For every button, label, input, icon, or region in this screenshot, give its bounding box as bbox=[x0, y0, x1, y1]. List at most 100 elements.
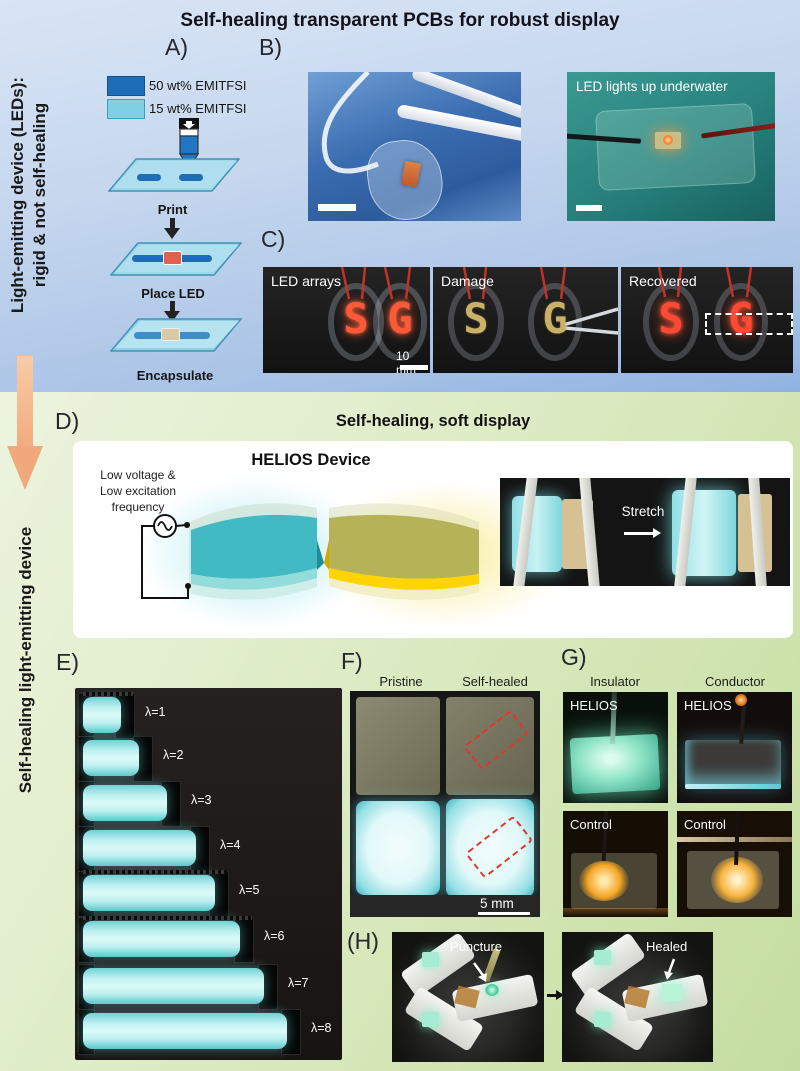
photo-caption: LED arrays bbox=[271, 273, 342, 289]
stretch-label: Stretch bbox=[621, 504, 665, 519]
panel-f-label: F) bbox=[341, 648, 363, 674]
legend-label-15wt: 15 wt% EMITFSI bbox=[149, 101, 247, 116]
legend-label-50wt: 50 wt% EMITFSI bbox=[149, 78, 247, 93]
panel-b-label: B) bbox=[259, 34, 282, 60]
pointer-arrow-icon bbox=[472, 962, 487, 982]
serration bbox=[83, 692, 133, 696]
healed-el-pixel bbox=[662, 984, 682, 1001]
scale-strip bbox=[350, 895, 540, 917]
photo-pristine-vs-healed: 5 mm bbox=[350, 691, 540, 917]
ac-source-circuit bbox=[141, 514, 191, 599]
photo-stretch-demo: Stretch bbox=[500, 478, 790, 586]
legend-swatch-15wt bbox=[107, 99, 145, 119]
transition-arrow-head bbox=[7, 446, 43, 490]
cell-label: Control bbox=[684, 817, 726, 832]
puncture-caption: Puncture bbox=[450, 939, 503, 954]
led-glow bbox=[663, 135, 673, 145]
stretch-sample-row: λ=7 bbox=[78, 964, 336, 1010]
step-encapsulate: Encapsulate bbox=[136, 368, 214, 383]
scale-bar bbox=[400, 365, 428, 370]
photo-control-insulator: Control bbox=[563, 811, 668, 917]
lambda-label: λ=2 bbox=[163, 748, 184, 762]
voltage-note-line3: frequency bbox=[111, 499, 165, 514]
scale-bar bbox=[576, 205, 602, 211]
photo-caption: Recovered bbox=[629, 273, 697, 289]
healed-device-off bbox=[446, 697, 534, 795]
photo-helios-insulator: HELIOS bbox=[563, 692, 668, 803]
lambda-label: λ=5 bbox=[239, 883, 260, 897]
transition-arrow-body bbox=[17, 356, 33, 448]
cell-label: HELIOS bbox=[684, 698, 732, 713]
el-pixel bbox=[594, 1012, 611, 1027]
panel-h-label: (H) bbox=[347, 928, 379, 954]
between-arrow-icon bbox=[556, 990, 564, 1000]
sidebar-bottom-label: Self-healing light-emitting device bbox=[16, 526, 35, 794]
substrate-place-led bbox=[110, 242, 242, 276]
stretch-sample-row: λ=1 bbox=[78, 692, 336, 739]
photo-recovered: S G Recovered bbox=[621, 267, 793, 373]
encapsulated-led-chip bbox=[161, 328, 180, 341]
el-pixel bbox=[594, 950, 611, 965]
healed-device-lit bbox=[446, 799, 534, 897]
photo-flexible-pcb bbox=[308, 72, 521, 221]
puncture-glow-spot bbox=[485, 984, 499, 996]
panel-d-label: D) bbox=[55, 408, 80, 434]
stretch-sample-row: λ=5 bbox=[78, 870, 336, 917]
photo-led-arrays: S G LED arrays 10 mm bbox=[263, 267, 430, 373]
down-arrow-icon bbox=[170, 218, 175, 229]
lambda-label: λ=6 bbox=[264, 929, 285, 943]
stretch-sample-row: λ=6 bbox=[78, 916, 336, 963]
photo-control-conductor: Control bbox=[677, 811, 792, 917]
el-strip bbox=[83, 921, 240, 957]
el-strip bbox=[83, 740, 139, 776]
serration bbox=[83, 870, 227, 874]
wires-and-electrodes bbox=[643, 267, 768, 361]
orange-glow bbox=[579, 861, 629, 901]
photo-puncture: Puncture bbox=[392, 932, 544, 1062]
stretch-sample-row: λ=3 bbox=[78, 781, 336, 827]
voltage-note-line1: Low voltage & bbox=[100, 468, 176, 482]
el-strip bbox=[83, 697, 121, 733]
sidebar-top-label: Light-emitting device (LEDs): rigid & no… bbox=[7, 30, 53, 360]
figure-title: Self-healing transparent PCBs for robust… bbox=[180, 10, 620, 31]
printed-trace-left bbox=[137, 174, 161, 181]
column-header-self-healed: Self-healed bbox=[462, 674, 528, 689]
healed-region-dashed-box bbox=[705, 313, 793, 335]
voltage-note-line2: Low excitation bbox=[99, 483, 177, 498]
panel-a-label: A) bbox=[165, 34, 188, 60]
el-strip bbox=[83, 968, 264, 1004]
helios-device-title: HELIOS Device bbox=[251, 451, 371, 469]
voltage-note: Low voltage & Low excitation frequency bbox=[86, 468, 190, 515]
bright-edge bbox=[685, 784, 781, 789]
sidebar-top-line2: rigid & not self-healing bbox=[30, 102, 50, 288]
spark-glow bbox=[735, 694, 747, 706]
sidebar-top-line1: Light-emitting device (LEDs): bbox=[8, 76, 27, 314]
scale-label: 5 mm bbox=[480, 896, 514, 911]
right-arrow-icon bbox=[624, 532, 654, 535]
el-strip bbox=[83, 785, 167, 821]
panel-e-label: E) bbox=[56, 649, 79, 675]
led-letter: S bbox=[343, 294, 369, 343]
column-header-conductor: Conductor bbox=[705, 674, 765, 689]
el-strip bbox=[83, 830, 196, 866]
between-arrow-icon bbox=[547, 994, 557, 997]
down-arrow-icon bbox=[164, 311, 180, 322]
led-letter: G bbox=[387, 294, 413, 343]
photo-helios-conductor: HELIOS bbox=[677, 692, 792, 803]
substrate-print bbox=[108, 158, 240, 192]
stretch-sample-row: λ=4 bbox=[78, 826, 336, 872]
cell-label: Control bbox=[570, 817, 612, 832]
pristine-device-off bbox=[356, 697, 440, 795]
step-print: Print bbox=[157, 202, 188, 217]
pointer-arrow-icon bbox=[664, 958, 676, 980]
serration bbox=[83, 916, 252, 920]
led-letter: S bbox=[658, 294, 684, 343]
panel-g-label: G) bbox=[561, 644, 587, 670]
led-letter: G bbox=[542, 294, 568, 343]
down-arrow-icon bbox=[164, 228, 180, 239]
column-header-pristine: Pristine bbox=[379, 674, 423, 689]
el-strip bbox=[83, 875, 215, 911]
cell-label: HELIOS bbox=[570, 698, 618, 713]
lambda-label: λ=1 bbox=[145, 705, 166, 719]
